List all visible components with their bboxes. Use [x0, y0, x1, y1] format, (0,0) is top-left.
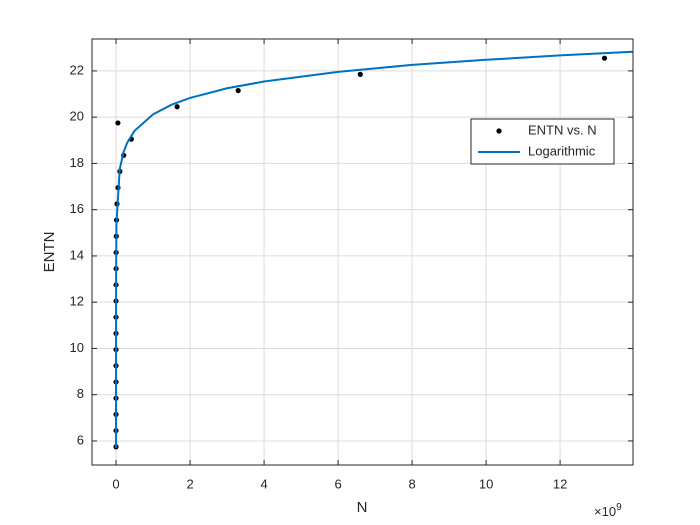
x-tick-label: 8 — [408, 476, 415, 491]
legend-marker — [496, 128, 502, 134]
legend-box — [470, 118, 615, 165]
x-tick-label: 0 — [112, 476, 119, 491]
x-tick-label: 10 — [479, 476, 493, 491]
data-point — [115, 120, 121, 126]
y-tick-label: 12 — [70, 294, 84, 309]
x-tick-label: 6 — [334, 476, 341, 491]
y-tick-label: 6 — [77, 432, 84, 447]
grid — [92, 39, 633, 465]
y-tick-label: 8 — [77, 386, 84, 401]
legend-label: Logarithmic — [528, 143, 596, 158]
data-point — [357, 71, 363, 77]
x-tick-label: 4 — [260, 476, 267, 491]
x-axis-label: N — [357, 499, 368, 516]
x-exponent: ×109 — [594, 502, 622, 520]
axes-box — [91, 38, 634, 466]
plot-area — [92, 39, 633, 465]
data-point — [235, 87, 241, 94]
y-tick-label: 22 — [70, 62, 84, 77]
x-exponent-power: 9 — [616, 502, 622, 513]
data-point — [174, 104, 180, 110]
y-tick-label: 14 — [70, 247, 84, 262]
fit-line — [115, 50, 634, 448]
x-exponent-base: ×10 — [594, 504, 616, 519]
x-tick-label: 12 — [553, 476, 567, 491]
x-tick-label: 2 — [186, 476, 193, 491]
y-axis-label: ENTN — [41, 232, 58, 273]
y-tick-label: 16 — [70, 201, 84, 216]
data-point — [601, 55, 608, 61]
legend-label: ENTN vs. N — [528, 122, 597, 137]
y-tick-label: 10 — [70, 340, 84, 355]
legend: ENTN vs. N Logarithmic — [470, 118, 615, 165]
y-tick-label: 18 — [70, 155, 84, 170]
data — [113, 50, 634, 450]
y-tick-label: 20 — [70, 109, 84, 124]
ticks: 0 2 4 6 8 10 12 6 8 10 12 14 16 18 20 22 — [70, 39, 633, 491]
